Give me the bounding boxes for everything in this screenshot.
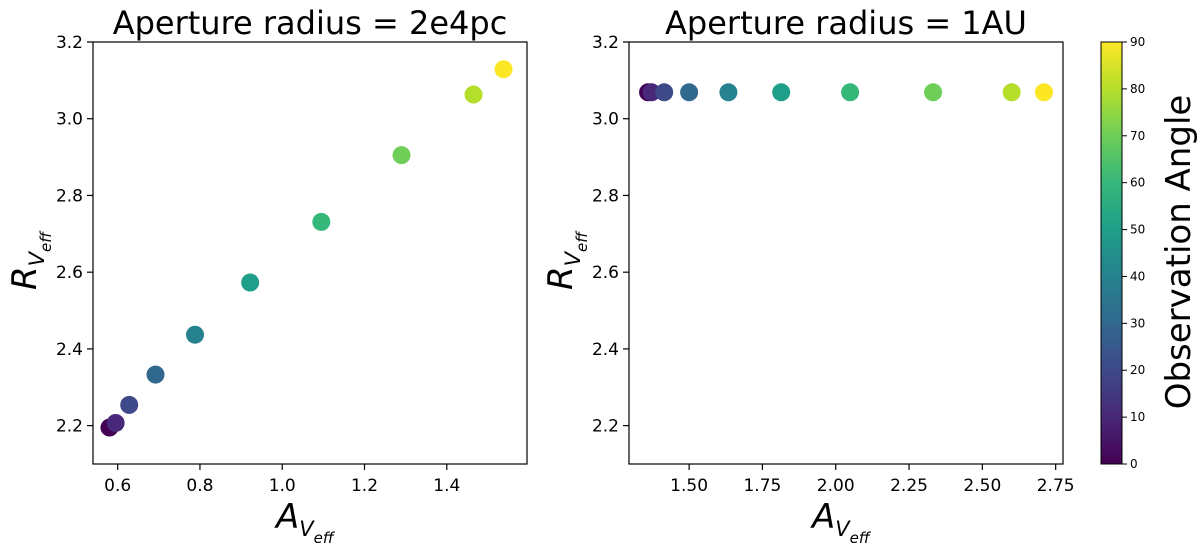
y-tick-label: 3.2 — [592, 33, 619, 53]
x-tick-label: 0.6 — [104, 476, 131, 496]
y-tick-label: 3.0 — [592, 110, 619, 130]
right-x-axis-label: AVeff — [810, 497, 872, 545]
scatter-point — [841, 83, 860, 102]
scatter-point — [680, 83, 699, 102]
colorbar-ticks: 0 10 20 30 40 50 60 70 80 90 — [1122, 35, 1145, 471]
colorbar-label: Observation Angle — [1159, 95, 1199, 410]
x-tick-label: 1.50 — [670, 476, 708, 496]
colorbar-tick-label: 20 — [1130, 363, 1145, 377]
scatter-point — [464, 85, 483, 104]
left-x-axis-label: AVeff — [274, 497, 336, 545]
colorbar-tick-label: 80 — [1130, 82, 1145, 96]
scatter-point — [312, 212, 331, 231]
scatter-point — [1002, 83, 1021, 102]
right-chart-title: Aperture radius = 1AU — [665, 4, 1027, 42]
scatter-point — [106, 413, 125, 432]
right-scatter-panel: Aperture radius = 1AU 1.50 1.75 2.00 2.25 2.… — [541, 4, 1075, 545]
left-plot-area — [92, 41, 528, 465]
y-tick-label: 2.4 — [56, 340, 83, 360]
scatter-point — [186, 325, 205, 344]
scatter-point — [1034, 83, 1053, 102]
x-tick-label: 2.25 — [890, 476, 928, 496]
left-x-ticks: 0.6 0.8 1.0 1.2 1.4 — [104, 464, 460, 496]
right-x-ticks: 1.50 1.75 2.00 2.25 2.50 2.75 — [670, 464, 1075, 496]
colorbar-tick-label: 40 — [1130, 269, 1145, 283]
right-y-ticks: 2.2 2.4 2.6 2.8 3.0 3.2 — [592, 33, 629, 437]
colorbar-tick-label: 30 — [1130, 316, 1145, 330]
colorbar-tick-label: 50 — [1130, 223, 1145, 237]
y-tick-label: 2.8 — [592, 186, 619, 206]
colorbar-gradient — [1100, 41, 1123, 465]
colorbar: 0 10 20 30 40 50 60 70 80 90 Observation Angle — [1100, 35, 1199, 471]
right-y-axis-label: RVeff — [541, 230, 591, 290]
right-data-points — [639, 83, 1053, 102]
scatter-point — [719, 83, 738, 102]
colorbar-tick-label: 60 — [1130, 176, 1145, 190]
left-data-points — [100, 60, 513, 437]
x-tick-label: 1.0 — [269, 476, 296, 496]
colorbar-tick-label: 10 — [1130, 410, 1145, 424]
x-tick-label: 2.50 — [963, 476, 1001, 496]
y-tick-label: 3.2 — [56, 33, 83, 53]
x-tick-label: 1.4 — [433, 476, 460, 496]
right-plot-area — [628, 41, 1064, 465]
x-tick-label: 1.2 — [351, 476, 378, 496]
y-tick-label: 2.4 — [592, 340, 619, 360]
y-tick-label: 2.6 — [592, 263, 619, 283]
y-tick-label: 2.8 — [56, 186, 83, 206]
y-tick-label: 2.2 — [56, 417, 83, 437]
y-tick-label: 2.6 — [56, 263, 83, 283]
colorbar-tick-label: 0 — [1130, 457, 1138, 471]
left-y-ticks: 2.2 2.4 2.6 2.8 3.0 3.2 — [56, 33, 93, 437]
x-tick-label: 0.8 — [186, 476, 213, 496]
left-chart-title: Aperture radius = 2e4pc — [113, 4, 508, 42]
y-tick-label: 2.2 — [592, 417, 619, 437]
left-y-axis-label: RVeff — [5, 230, 55, 290]
x-tick-label: 1.75 — [743, 476, 781, 496]
scatter-point — [120, 395, 139, 414]
left-scatter-panel: Aperture radius = 2e4pc 0.6 0.8 1.0 1.2 1.4 … — [5, 4, 528, 545]
x-tick-label: 2.75 — [1037, 476, 1075, 496]
scatter-point — [241, 273, 260, 292]
x-tick-label: 2.00 — [817, 476, 855, 496]
y-tick-label: 3.0 — [56, 110, 83, 130]
colorbar-tick-label: 90 — [1130, 35, 1145, 49]
scatter-point — [924, 83, 943, 102]
scatter-point — [494, 60, 513, 79]
colorbar-tick-label: 70 — [1130, 129, 1145, 143]
scatter-point — [392, 146, 411, 165]
scatter-point — [642, 83, 661, 102]
scatter-point — [772, 83, 791, 102]
scatter-point — [146, 365, 165, 384]
scatter-point — [655, 83, 674, 102]
